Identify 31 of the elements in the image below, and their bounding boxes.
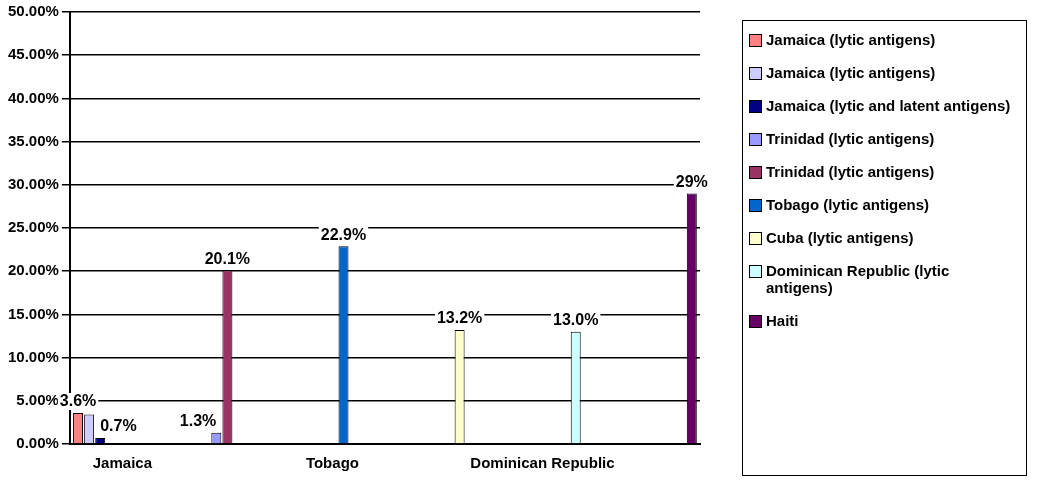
x-tick-label: Jamaica	[92, 454, 153, 472]
y-tick-label: 10.00%	[8, 347, 59, 365]
legend-label: Trinidad (lytic antigens)	[766, 163, 935, 180]
y-tick-label: 30.00%	[8, 174, 59, 192]
y-tick-label: 50.00%	[8, 2, 59, 20]
legend-label: Trinidad (lytic antigens)	[766, 130, 935, 147]
legend-label: Haiti	[766, 312, 799, 329]
y-tick-label: 45.00%	[8, 45, 59, 63]
legend-label: Cuba (lytic antigens)	[766, 229, 914, 246]
data-label: 20.1%	[204, 249, 251, 267]
legend-label: Tobago (lytic antigens)	[766, 196, 930, 213]
y-tick-label: 35.00%	[8, 131, 59, 149]
data-label: 29%	[675, 172, 708, 190]
x-tick-label: Tobago	[305, 454, 359, 472]
y-tick-label: 20.00%	[8, 261, 59, 279]
x-tick-label: Dominican Republic	[470, 454, 615, 472]
y-tick-label: 15.00%	[8, 304, 59, 322]
data-label: 13.0%	[553, 311, 599, 329]
data-label: 0.7%	[100, 417, 137, 435]
y-tick-label: 0.00%	[16, 434, 59, 452]
legend-label: Jamaica (lytic and latent antigens)	[766, 97, 1011, 114]
data-label: 22.9%	[320, 225, 367, 243]
y-tick-label: 5.00%	[16, 390, 59, 408]
data-label: 1.3%	[179, 412, 217, 430]
legend-label: Dominican Republic (lytic antigens)	[766, 262, 951, 296]
y-tick-label: 25.00%	[8, 218, 59, 236]
data-label: 13.2%	[436, 309, 483, 327]
legend-label: Jamaica (lytic antigens)	[766, 31, 936, 48]
legend-label: Jamaica (lytic antigens)	[766, 64, 936, 81]
y-tick-label: 40.00%	[8, 88, 59, 106]
data-label: 3.6%	[59, 392, 97, 410]
